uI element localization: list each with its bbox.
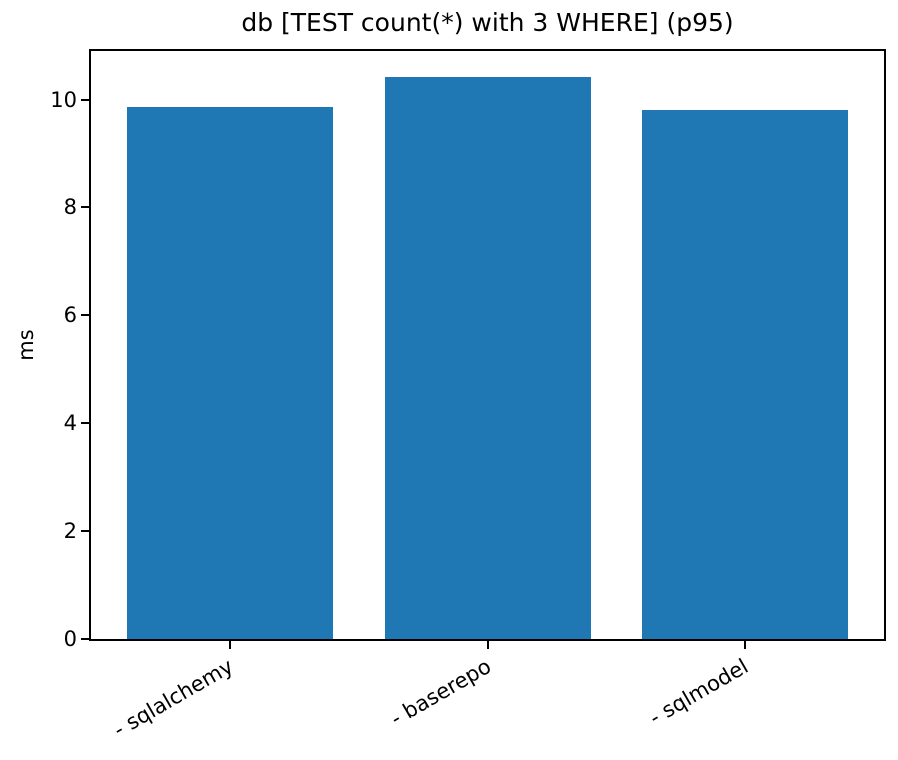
bar-sqlalchemy bbox=[127, 107, 333, 639]
y-tick-label: 2 bbox=[63, 519, 77, 544]
y-tick-mark bbox=[81, 206, 89, 209]
y-tick-label: 10 bbox=[50, 87, 77, 112]
y-tick-label: 6 bbox=[63, 303, 77, 328]
chart-title: db [TEST count(*) with 3 WHERE] (p95) bbox=[241, 8, 734, 37]
x-tick-label: - sqlalchemy bbox=[109, 654, 238, 742]
bar-baserepo bbox=[384, 76, 591, 639]
y-tick-mark bbox=[81, 422, 89, 425]
y-axis-label: ms bbox=[14, 329, 38, 361]
x-tick-mark bbox=[486, 641, 489, 649]
y-tick-mark bbox=[81, 314, 89, 317]
plot-area: - sqlalchemy - baserepo - sqlmodel 0 2 4 6 8 10 bbox=[50, 49, 886, 742]
x-tick-label: - sqlmodel bbox=[645, 654, 753, 730]
y-tick-mark bbox=[81, 638, 89, 640]
y-tick-mark bbox=[81, 98, 89, 101]
x-tick-mark bbox=[229, 641, 231, 649]
bar-sqlmodel bbox=[642, 109, 848, 639]
y-tick-label: 8 bbox=[63, 195, 77, 220]
y-tick-label: 4 bbox=[63, 411, 77, 436]
x-tick-label: - baserepo bbox=[386, 654, 495, 731]
y-tick-label: 0 bbox=[63, 627, 77, 651]
y-tick-mark bbox=[81, 530, 89, 533]
x-tick-mark bbox=[744, 641, 746, 649]
